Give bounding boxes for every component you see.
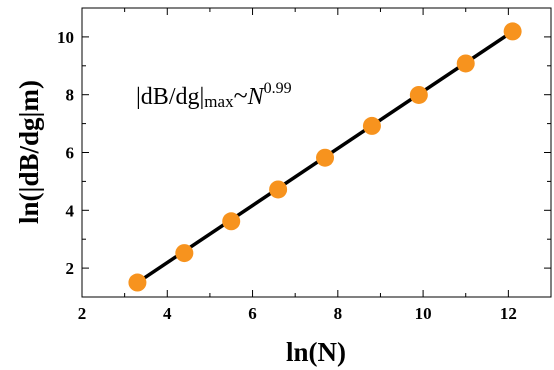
data-point [175,244,194,263]
annotation-exponent: 0.99 [264,80,292,97]
data-point [503,22,522,41]
annotation-prefix: |dB/dg| [136,84,204,110]
x-tick-label: 2 [78,304,87,323]
x-tick-label: 6 [248,304,257,323]
annotation-subscript: max [204,92,234,111]
data-point [128,273,147,292]
x-tick-label: 10 [415,304,432,323]
y-tick-label: 6 [66,144,75,163]
y-tick-label: 10 [57,28,74,47]
data-point [222,212,241,231]
y-axis-label: ln(|dB/dg|m) [14,80,44,224]
data-point [316,148,335,167]
y-tick-label: 8 [66,86,75,105]
tick-marks [81,7,552,298]
data-point [269,180,288,199]
series-layer [128,22,522,292]
y-tick-label: 2 [66,259,75,278]
data-point [362,116,381,135]
x-axis-label: ln(N) [286,337,346,367]
annotation-relation: ~ [234,81,248,110]
data-point [456,54,475,73]
x-tick-label: 12 [500,304,517,323]
scaling-annotation: |dB/dg|max~N0.99 [136,80,292,111]
y-tick-label: 4 [66,201,75,220]
annotation-variable: N [247,84,266,110]
tick-labels: 2 4 6 8 10 12 2 4 6 8 10 [57,28,517,323]
x-tick-label: 4 [163,304,172,323]
data-point [409,85,428,104]
x-tick-label: 8 [334,304,343,323]
